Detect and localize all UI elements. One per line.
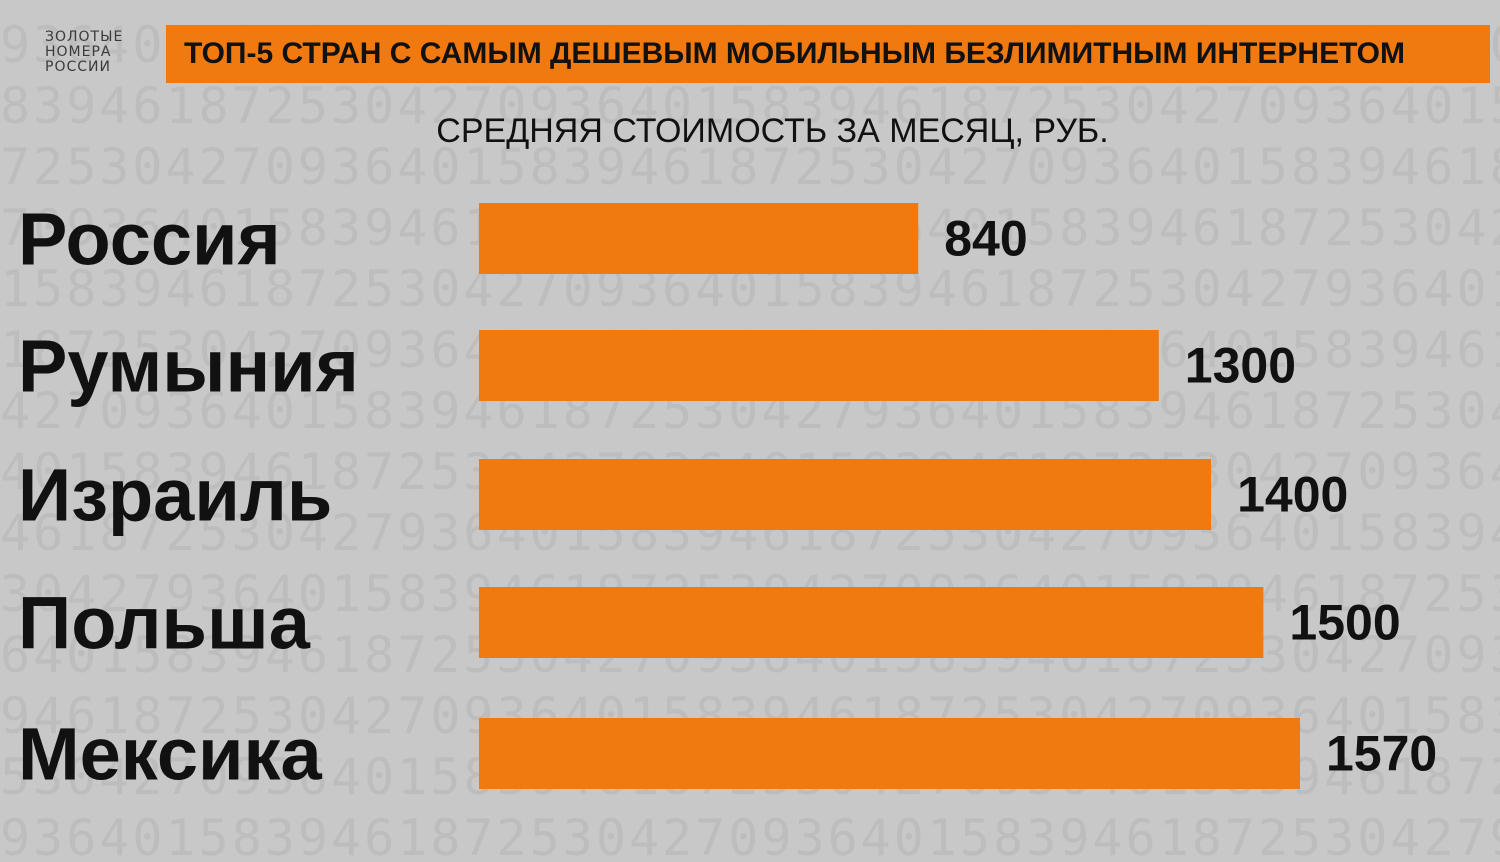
category-label: Мексика: [18, 713, 323, 796]
bar: [479, 718, 1300, 789]
background-digit-row: 7253042709364015839461872530427093640158…: [0, 138, 1500, 196]
logo: ЗОЛОТЫЕ НОМЕРА РОССИИ: [45, 30, 123, 75]
category-label: Польша: [18, 582, 311, 665]
background-digit-row: 9364015839461872530427093640158394618725…: [0, 809, 1500, 862]
value-label: 840: [944, 211, 1027, 267]
category-label: Румыния: [18, 325, 359, 408]
logo-line-3: РОССИИ: [45, 59, 111, 75]
value-label: 1500: [1289, 595, 1400, 651]
logo-line-1: ЗОЛОТЫЕ: [45, 29, 124, 45]
value-label: 1300: [1185, 338, 1296, 394]
category-label: Израиль: [18, 454, 332, 537]
title-banner: ТОП-5 СТРАН С САМЫМ ДЕШЕВЫМ МОБИЛЬНЫМ БЕ…: [166, 25, 1490, 83]
category-label: Россия: [18, 198, 281, 281]
page-title: ТОП-5 СТРАН С САМЫМ ДЕШЕВЫМ МОБИЛЬНЫМ БЕ…: [184, 37, 1405, 70]
chart-subtitle: СРЕДНЯЯ СТОИМОСТЬ ЗА МЕСЯЦ, РУБ.: [436, 112, 1109, 150]
bar: [479, 330, 1159, 401]
value-label: 1570: [1326, 726, 1437, 782]
value-label: 1400: [1237, 467, 1348, 523]
background-digit-row: 8394618725304270936401583946187253042709…: [0, 77, 1500, 135]
bar: [479, 587, 1264, 658]
logo-line-2: НОМЕРА: [45, 44, 112, 60]
bar: [479, 459, 1212, 530]
bar: [479, 203, 919, 274]
